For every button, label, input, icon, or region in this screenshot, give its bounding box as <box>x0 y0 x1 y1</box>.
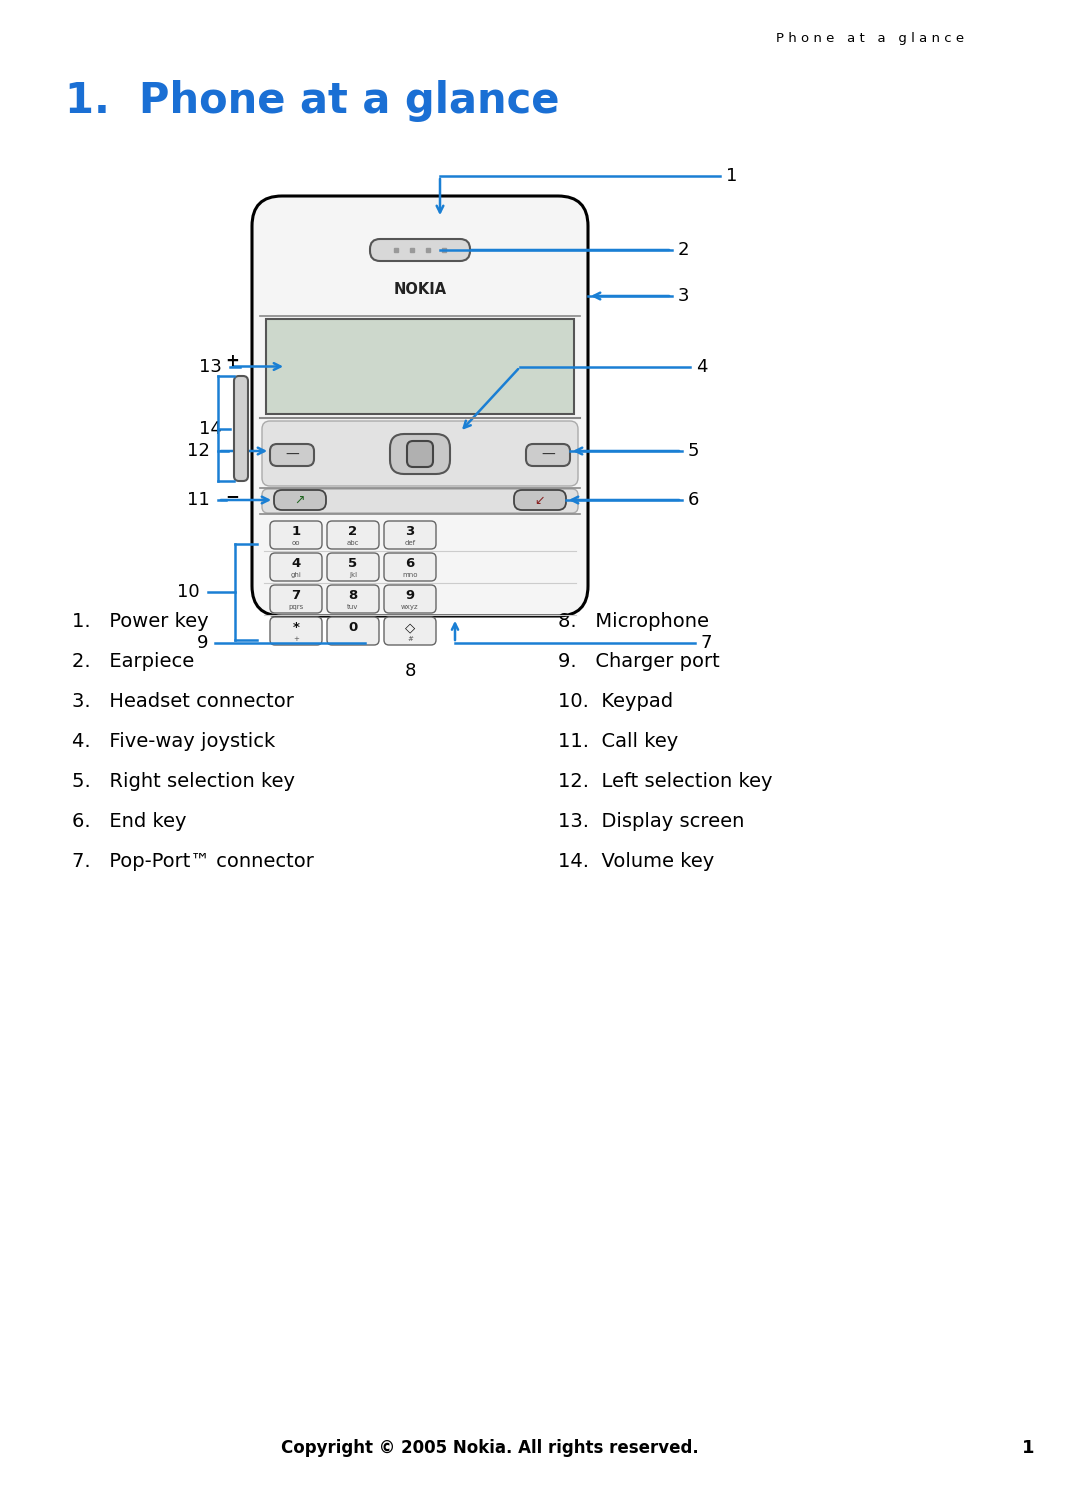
FancyBboxPatch shape <box>262 420 578 486</box>
Text: +: + <box>293 636 299 642</box>
Text: 1.  Phone at a glance: 1. Phone at a glance <box>65 79 559 123</box>
Text: 11.  Call key: 11. Call key <box>558 732 678 751</box>
Text: 12.  Left selection key: 12. Left selection key <box>558 772 772 790</box>
Text: #: # <box>407 636 413 642</box>
FancyBboxPatch shape <box>274 491 326 510</box>
Text: *: * <box>293 621 299 634</box>
Text: —: — <box>541 447 555 462</box>
Text: 8.   Microphone: 8. Microphone <box>558 612 708 630</box>
Text: 11: 11 <box>187 491 210 509</box>
Text: +: + <box>225 352 239 370</box>
Bar <box>266 319 573 414</box>
Text: wxyz: wxyz <box>401 604 419 610</box>
Text: jkl: jkl <box>349 571 357 577</box>
Text: tuv: tuv <box>348 604 359 610</box>
FancyBboxPatch shape <box>234 375 248 482</box>
Text: ↙: ↙ <box>535 494 545 507</box>
Text: 6: 6 <box>688 491 700 509</box>
Text: 14: 14 <box>199 419 222 437</box>
Text: 0: 0 <box>349 621 357 634</box>
Text: def: def <box>404 540 416 546</box>
FancyBboxPatch shape <box>327 585 379 613</box>
FancyBboxPatch shape <box>384 616 436 645</box>
FancyBboxPatch shape <box>384 585 436 613</box>
Text: 6: 6 <box>405 557 415 570</box>
Text: 6.   End key: 6. End key <box>72 811 187 830</box>
Text: mno: mno <box>402 571 418 577</box>
Text: Copyright © 2005 Nokia. All rights reserved.: Copyright © 2005 Nokia. All rights reser… <box>281 1439 699 1457</box>
Text: 3.   Headset connector: 3. Headset connector <box>72 691 294 711</box>
FancyBboxPatch shape <box>327 554 379 580</box>
Text: 7: 7 <box>700 634 712 652</box>
Text: 12: 12 <box>187 441 210 459</box>
FancyBboxPatch shape <box>384 554 436 580</box>
Text: 9: 9 <box>197 634 208 652</box>
Text: 5: 5 <box>688 441 700 459</box>
Text: 4: 4 <box>292 557 300 570</box>
FancyBboxPatch shape <box>327 616 379 645</box>
Text: 14.  Volume key: 14. Volume key <box>558 851 714 871</box>
FancyBboxPatch shape <box>370 239 470 260</box>
Text: 1: 1 <box>292 525 300 539</box>
Text: 13.  Display screen: 13. Display screen <box>558 811 744 830</box>
Text: 13: 13 <box>199 358 222 375</box>
Text: ◇: ◇ <box>405 621 415 634</box>
Text: 4.   Five-way joystick: 4. Five-way joystick <box>72 732 275 751</box>
Text: 2.   Earpiece: 2. Earpiece <box>72 651 194 670</box>
FancyBboxPatch shape <box>270 616 322 645</box>
FancyBboxPatch shape <box>252 196 588 616</box>
FancyBboxPatch shape <box>270 585 322 613</box>
Text: ghi: ghi <box>291 571 301 577</box>
Text: NOKIA: NOKIA <box>393 281 446 296</box>
Text: 2: 2 <box>349 525 357 539</box>
Text: 2: 2 <box>678 241 689 259</box>
FancyBboxPatch shape <box>327 521 379 549</box>
Text: oo: oo <box>292 540 300 546</box>
Text: 9: 9 <box>405 589 415 603</box>
FancyBboxPatch shape <box>526 444 570 465</box>
Text: 1.   Power key: 1. Power key <box>72 612 208 630</box>
Text: 7: 7 <box>292 589 300 603</box>
Text: 8: 8 <box>349 589 357 603</box>
Text: 9.   Charger port: 9. Charger port <box>558 651 719 670</box>
Text: pqrs: pqrs <box>288 604 303 610</box>
FancyBboxPatch shape <box>407 441 433 467</box>
Text: 4: 4 <box>696 358 707 375</box>
FancyBboxPatch shape <box>262 489 578 513</box>
Text: 1: 1 <box>726 168 738 186</box>
FancyBboxPatch shape <box>270 554 322 580</box>
FancyBboxPatch shape <box>390 434 450 474</box>
Text: 3: 3 <box>678 287 689 305</box>
Text: 5: 5 <box>349 557 357 570</box>
Text: —: — <box>285 447 299 462</box>
Text: abc: abc <box>347 540 360 546</box>
Text: −: − <box>225 488 239 506</box>
Text: 1: 1 <box>1022 1439 1035 1457</box>
Text: 10.  Keypad: 10. Keypad <box>558 691 673 711</box>
Text: 3: 3 <box>405 525 415 539</box>
FancyBboxPatch shape <box>384 521 436 549</box>
FancyBboxPatch shape <box>270 521 322 549</box>
Text: ↗: ↗ <box>295 494 306 507</box>
Text: P h o n e   a t   a   g l a n c e: P h o n e a t a g l a n c e <box>775 31 964 45</box>
Text: 8: 8 <box>404 663 416 681</box>
FancyBboxPatch shape <box>514 491 566 510</box>
FancyBboxPatch shape <box>270 444 314 465</box>
Text: 7.   Pop-Port™ connector: 7. Pop-Port™ connector <box>72 851 314 871</box>
Text: 10: 10 <box>177 583 200 601</box>
Text: 5.   Right selection key: 5. Right selection key <box>72 772 295 790</box>
